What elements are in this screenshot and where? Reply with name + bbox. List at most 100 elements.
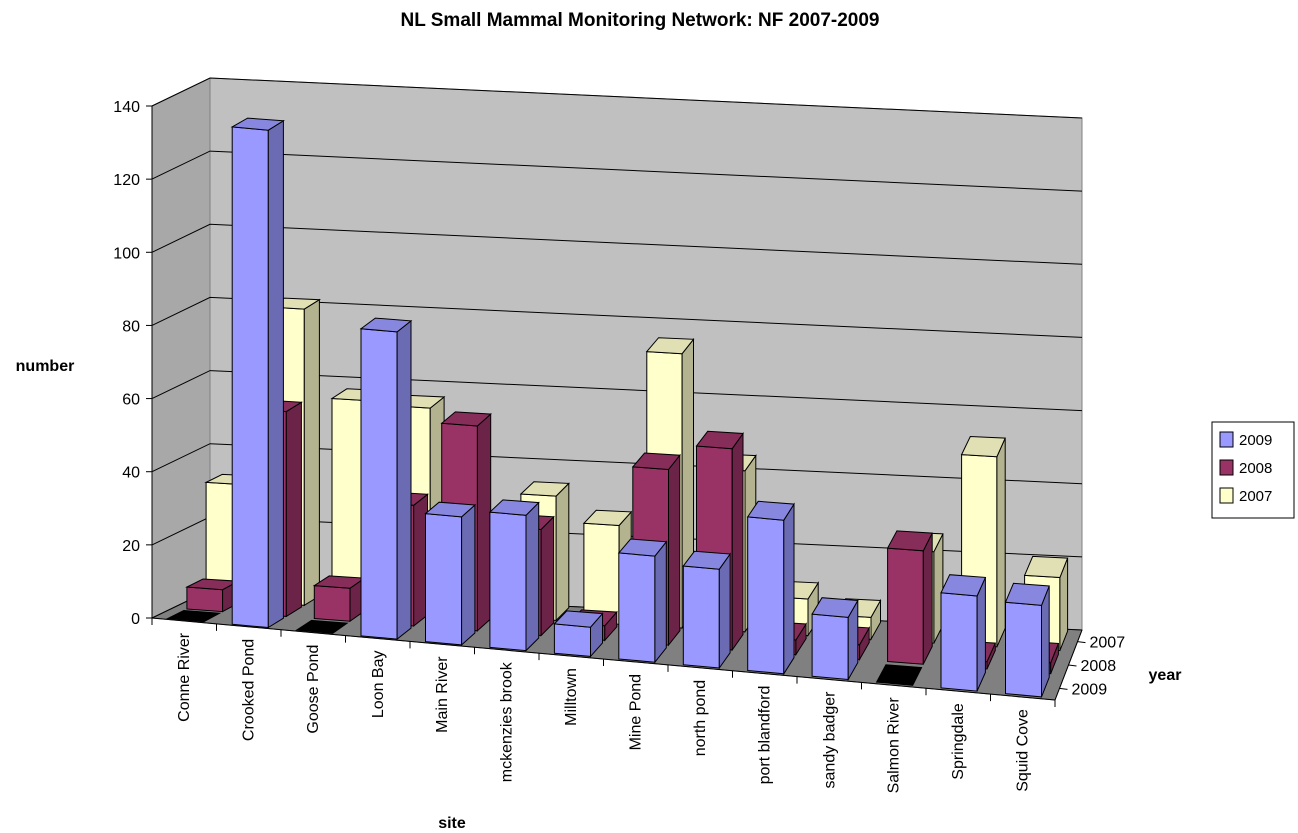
bar-front-face — [887, 547, 924, 665]
x-tick-label: Springdale — [950, 703, 967, 780]
depth-tick-label: 2008 — [1081, 658, 1117, 675]
y-axis-label: number — [16, 358, 75, 375]
bar-side-face — [996, 437, 1006, 648]
bar-top-face — [811, 597, 859, 618]
bar-top-face — [940, 574, 987, 597]
bar-top-face — [886, 530, 933, 552]
gridline — [151, 443, 1083, 485]
x-tick-label: north pond — [692, 680, 709, 757]
bar-front-face — [313, 585, 351, 622]
bar-2008 — [886, 530, 933, 665]
bar-2009 — [682, 550, 732, 670]
x-tick-label: Goose Pond — [305, 645, 322, 734]
x-tick-label: Squid Cove — [1015, 709, 1032, 792]
z-axis-label: year — [1149, 667, 1182, 684]
bar-2009 — [617, 538, 668, 664]
legend-entry: 2009 — [1239, 432, 1272, 449]
bar-2009 — [424, 501, 477, 647]
bar-2007 — [960, 435, 1006, 648]
depth-tick-mark — [1077, 641, 1086, 644]
bar-side-face — [396, 319, 412, 641]
bar-top-face — [359, 317, 413, 333]
bar-2008 — [185, 578, 241, 613]
bar-top-face — [746, 500, 795, 521]
bar-side-face — [555, 482, 570, 622]
depth-tick-label: 2007 — [1090, 635, 1126, 652]
bar-2009 — [811, 597, 859, 682]
y-tick-label: 120 — [113, 172, 140, 189]
bar-zero-marker — [875, 664, 923, 686]
bar-front-face — [231, 126, 269, 629]
legend: 2009 2008 2007 — [1211, 421, 1295, 519]
bar-front-face — [583, 522, 620, 625]
bar-front-face — [682, 565, 720, 669]
bar-top-face — [1023, 555, 1069, 579]
bar-front-face — [940, 592, 978, 692]
bar-side-face — [267, 119, 284, 629]
gridline — [151, 296, 1083, 338]
y-tick-label: 40 — [122, 465, 140, 482]
y-tick-label: 60 — [122, 392, 140, 409]
bar-top-face — [582, 509, 633, 527]
x-axis-label: site — [438, 815, 466, 832]
y-tick-label: 140 — [113, 99, 140, 116]
depth-tick-label: 2009 — [1072, 681, 1108, 698]
bar-front-face — [553, 623, 591, 657]
bar-2009 — [875, 664, 923, 686]
bar-top-face — [553, 610, 604, 628]
x-tick-label: port blandford — [757, 686, 774, 785]
chart-title: NL Small Mammal Monitoring Network: NF 2… — [401, 10, 880, 31]
bar-side-face — [525, 501, 540, 652]
bar-front-face — [811, 613, 849, 681]
bar-side-face — [654, 540, 667, 664]
bar-side-face — [783, 502, 795, 676]
gridline — [151, 223, 1083, 265]
bar-side-face — [922, 532, 933, 665]
bar-side-face — [731, 431, 744, 652]
gridlines — [151, 77, 1083, 631]
bar-side-face — [718, 552, 731, 670]
bar-side-face — [476, 412, 492, 632]
bar-top-face — [631, 452, 681, 471]
depth-tick-mark — [1059, 687, 1068, 690]
y-tick-label: 20 — [122, 538, 140, 555]
bar-side-face — [461, 503, 476, 647]
bar-2009 — [295, 619, 349, 634]
depth-tick-mark — [1068, 664, 1077, 667]
gridline — [151, 370, 1083, 412]
legend-swatch — [1219, 487, 1234, 504]
bar-front-face — [1005, 601, 1042, 698]
legend-swatch — [1219, 459, 1234, 476]
bar-top-face — [230, 117, 285, 131]
side-wall — [151, 77, 211, 619]
bar-zero-marker — [165, 609, 222, 623]
bar-zero-marker — [295, 619, 349, 634]
bar-front-face — [425, 513, 463, 646]
bar-top-face — [695, 430, 744, 450]
bar-front-face — [747, 516, 785, 675]
bar-2009 — [553, 610, 604, 658]
x-tick-label: Crooked Pond — [241, 639, 258, 741]
gridline — [151, 77, 1083, 119]
gridline — [151, 150, 1083, 192]
bar-top-face — [424, 501, 477, 518]
x-tick-label: Milltown — [563, 668, 580, 726]
legend-entry: 2007 — [1239, 488, 1272, 505]
x-tick-label: Loon Bay — [370, 651, 387, 719]
bar-side-face — [540, 515, 555, 637]
y-tick-label: 0 — [131, 611, 140, 628]
bar-top-face — [488, 499, 540, 516]
bars — [165, 117, 1069, 698]
bar-side-face — [303, 298, 320, 607]
bar-top-face — [440, 411, 492, 427]
x-tick-label: sandy badger — [821, 691, 838, 789]
x-tick-label: mckenzies brook — [499, 661, 516, 782]
bar-2009 — [165, 609, 222, 623]
x-tick-label: Conne River — [176, 632, 193, 722]
bar-2009 — [1004, 582, 1050, 698]
y-tick-label: 80 — [122, 318, 140, 335]
legend-entry: 2008 — [1239, 460, 1272, 477]
x-tick-label: Main River — [434, 656, 451, 733]
bar-top-face — [617, 538, 668, 557]
